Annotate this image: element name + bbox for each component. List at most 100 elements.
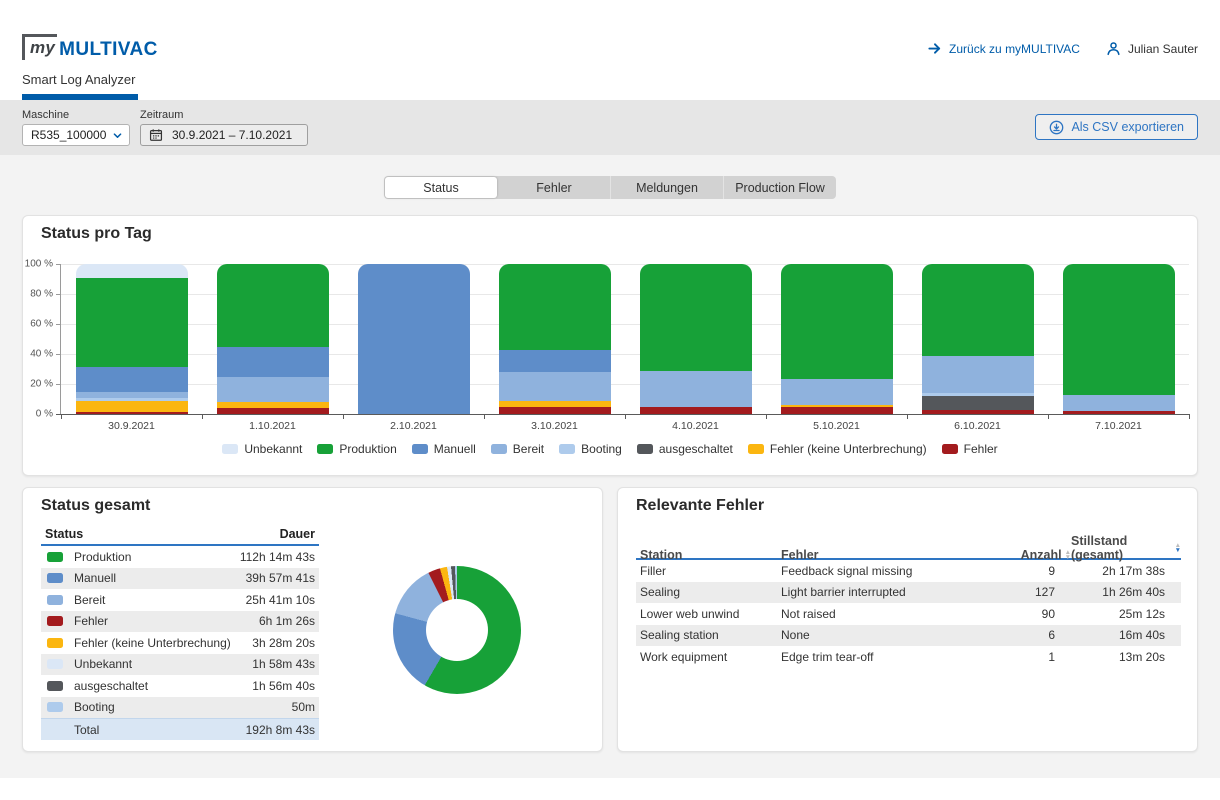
- legend-label: Manuell: [433, 442, 476, 456]
- anzahl-cell: 9: [1048, 563, 1055, 578]
- gridline-80: [61, 294, 1189, 295]
- y-axis-label: 60 %: [30, 318, 53, 330]
- legend-label: Fehler: [963, 442, 998, 456]
- status-col-header: Status: [45, 527, 84, 541]
- fehler-col-header: Fehler: [781, 548, 819, 562]
- bar-segment-fehler: [921, 409, 1034, 414]
- y-axis-label: 100 %: [24, 258, 53, 270]
- relevante-fehler-table: Station Fehler Anzahl ▲ ▼ Stillstand (ges…: [636, 534, 1181, 668]
- sort-desc-icon: ▲ ▼: [1174, 542, 1181, 554]
- calendar-icon: [149, 128, 163, 142]
- tab-smart-log-analyzer[interactable]: Smart Log Analyzer: [22, 72, 136, 87]
- status-name: Fehler (keine Unterbrechung): [74, 635, 231, 650]
- bar-column-3.10.2021: [484, 264, 625, 414]
- anzahl-col-header[interactable]: Anzahl ▲ ▼: [1020, 548, 1071, 562]
- view-tab-meldungen[interactable]: Meldungen: [610, 176, 723, 199]
- bar-segment-bereit: [216, 377, 329, 403]
- bar-segment-fehler: [639, 406, 752, 414]
- station-cell: Sealing: [640, 585, 681, 600]
- status-gesamt-card: Status gesamt Status Dauer Produktion 112…: [22, 487, 603, 752]
- status-pro-tag-card: Status pro Tag 0 % 20 % 40 % 60 % 80 % 100 % …: [22, 215, 1198, 476]
- status-swatch: [47, 659, 63, 670]
- bar-column-4.10.2021: [625, 264, 766, 414]
- fehler-cell: Light barrier interrupted: [781, 585, 906, 600]
- fehler-table-header: Station Fehler Anzahl ▲ ▼ Stillstand (ges…: [636, 534, 1181, 562]
- bar-segment-booting: [75, 398, 188, 402]
- status-row-manuell: Manuell 39h 57m 41s: [41, 567, 319, 589]
- anzahl-cell: 127: [1034, 585, 1055, 600]
- view-tab-production-flow[interactable]: Production Flow: [723, 176, 836, 199]
- status-swatch: [47, 637, 63, 648]
- bar-5.10.2021: [780, 264, 893, 414]
- fehler-cell: None: [781, 628, 810, 643]
- bar-1.10.2021: [216, 264, 329, 414]
- machine-filter-group: Maschine R535_100000: [22, 109, 130, 146]
- legend-swatch: [490, 444, 507, 454]
- view-tab-status[interactable]: Status: [385, 177, 497, 198]
- status-row-booting: Booting 50m: [41, 696, 319, 718]
- legend-item-fehler-keine-unterbrechung-: Fehler (keine Unterbrechung): [747, 442, 927, 456]
- y-axis-label: 80 %: [30, 288, 53, 300]
- legend-item-unbekannt: Unbekannt: [222, 442, 302, 456]
- y-axis-tick: [56, 264, 61, 265]
- bar-7.10.2021: [1062, 264, 1175, 414]
- dauer-col-header: Dauer: [279, 527, 315, 541]
- fehler-cell: Feedback signal missing: [781, 563, 913, 578]
- machine-select[interactable]: R535_100000: [22, 124, 130, 146]
- total-label: Total: [74, 722, 100, 737]
- bar-segment-produktion: [1062, 264, 1175, 395]
- export-csv-button[interactable]: Als CSV exportieren: [1035, 114, 1198, 140]
- bar-segment-fehler: [216, 408, 329, 414]
- stillstand-col-header[interactable]: Stillstand (gesamt) ▲ ▼: [1071, 534, 1181, 562]
- user-icon: [1106, 41, 1121, 56]
- bar-segment-produktion: [639, 264, 752, 371]
- stillstand-cell: 25m 12s: [1118, 606, 1165, 621]
- legend-label: Fehler (keine Unterbrechung): [769, 442, 927, 456]
- bar-segment-fehler-keine-unterbrechung-: [780, 405, 893, 408]
- status-duration: 112h 14m 43s: [239, 549, 315, 564]
- fehler-row-lower-web-unwind: Lower web unwind Not raised 90 25m 12s: [636, 603, 1181, 625]
- stillstand-cell: 2h 17m 38s: [1102, 563, 1165, 578]
- period-date-range-input[interactable]: 30.9.2021 – 7.10.2021: [140, 124, 308, 146]
- y-axis-tick: [56, 294, 61, 295]
- x-axis-label: 1.10.2021: [249, 420, 296, 432]
- export-csv-label: Als CSV exportieren: [1071, 120, 1184, 134]
- status-swatch: [47, 551, 63, 562]
- period-value: 30.9.2021 – 7.10.2021: [172, 128, 293, 142]
- bar-6.10.2021: [921, 264, 1034, 414]
- bar-segment-fehler-keine-unterbrechung-: [498, 400, 611, 407]
- bar-2.10.2021: [357, 264, 470, 414]
- x-axis-label: 6.10.2021: [954, 420, 1001, 432]
- back-to-mymultivac-link[interactable]: Zurück zu myMULTIVAC: [927, 41, 1080, 56]
- status-name: Bereit: [74, 592, 106, 607]
- bar-segment-produktion: [921, 264, 1034, 356]
- period-label: Zeitraum: [140, 109, 184, 121]
- bar-segment-fehler-keine-unterbrechung-: [75, 401, 188, 412]
- y-axis-label: 20 %: [30, 378, 53, 390]
- legend-label: Produktion: [339, 442, 397, 456]
- fehler-row-work-equipment: Work equipment Edge trim tear-off 1 13m 20s: [636, 646, 1181, 668]
- fehler-row-sealing-station: Sealing station None 6 16m 40s: [636, 624, 1181, 646]
- y-axis-line: [60, 264, 61, 415]
- station-cell: Sealing station: [640, 628, 719, 643]
- view-tab-fehler[interactable]: Fehler: [536, 180, 572, 195]
- x-axis-label: 4.10.2021: [672, 420, 719, 432]
- bar-column-7.10.2021: [1048, 264, 1189, 414]
- x-axis-label: 7.10.2021: [1095, 420, 1142, 432]
- user-menu[interactable]: Julian Sauter: [1106, 41, 1198, 56]
- x-axis-label: 3.10.2021: [531, 420, 578, 432]
- x-axis-label: 5.10.2021: [813, 420, 860, 432]
- arrow-right-icon: [927, 41, 942, 56]
- legend-label: Bereit: [512, 442, 545, 456]
- status-duration: 25h 41m 10s: [245, 592, 315, 607]
- anzahl-cell: 1: [1048, 649, 1055, 664]
- logo-bracket: my: [22, 34, 58, 60]
- y-axis-tick: [56, 354, 61, 355]
- logo-brand-text: MULTIVAC: [59, 39, 158, 60]
- download-icon: [1049, 120, 1064, 135]
- station-cell: Filler: [640, 563, 666, 578]
- bar-segment-fehler: [1062, 411, 1175, 414]
- legend-swatch: [411, 444, 428, 454]
- status-duration: 1h 56m 40s: [252, 678, 315, 693]
